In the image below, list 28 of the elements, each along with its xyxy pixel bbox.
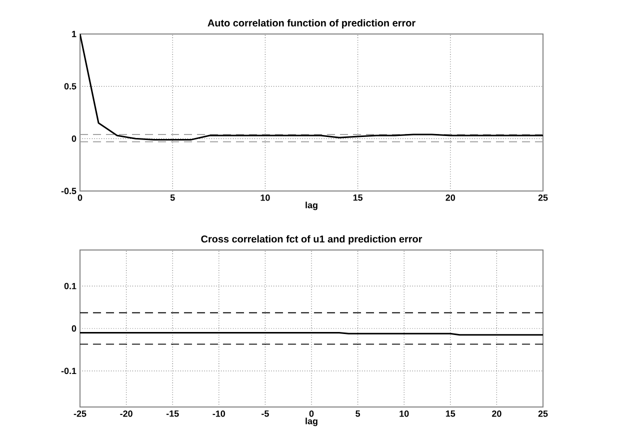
x-tick-label: 25	[538, 194, 548, 201]
x-axis-title: lag	[306, 418, 318, 426]
x-tick-label: -15	[166, 410, 179, 417]
x-tick-label: -10	[212, 410, 226, 417]
y-tick-label: 0.5	[64, 83, 76, 90]
x-tick-label: 20	[492, 410, 502, 417]
x-tick-label: 0	[309, 410, 314, 417]
y-tick-label: 0.1	[64, 282, 76, 290]
x-tick-label: 25	[538, 410, 548, 417]
x-tick-label: 10	[260, 194, 270, 201]
x-tick-label: 5	[356, 410, 360, 417]
x-tick-label: 15	[446, 410, 456, 417]
x-tick-label: 10	[400, 410, 409, 417]
y-tick-label: -0.1	[61, 368, 76, 374]
x-tick-label: 0	[78, 194, 82, 201]
x-tick-label: 5	[170, 194, 175, 201]
x-tick-label: -25	[74, 410, 86, 417]
chart-title: Auto correlation function of prediction error	[208, 19, 416, 28]
y-tick-label: 0	[72, 135, 76, 142]
x-tick-label: -20	[120, 410, 132, 417]
y-tick-label: -0.5	[61, 188, 76, 194]
x-tick-label: 20	[446, 194, 456, 201]
y-tick-label: 0	[72, 325, 76, 332]
x-tick-label: 15	[353, 194, 363, 201]
chart-title: Cross correlation fct of u1 and prediction error	[201, 235, 422, 244]
y-tick-label: 1	[72, 30, 76, 38]
x-tick-label: -5	[262, 410, 269, 417]
x-axis-title: lag	[306, 202, 318, 210]
